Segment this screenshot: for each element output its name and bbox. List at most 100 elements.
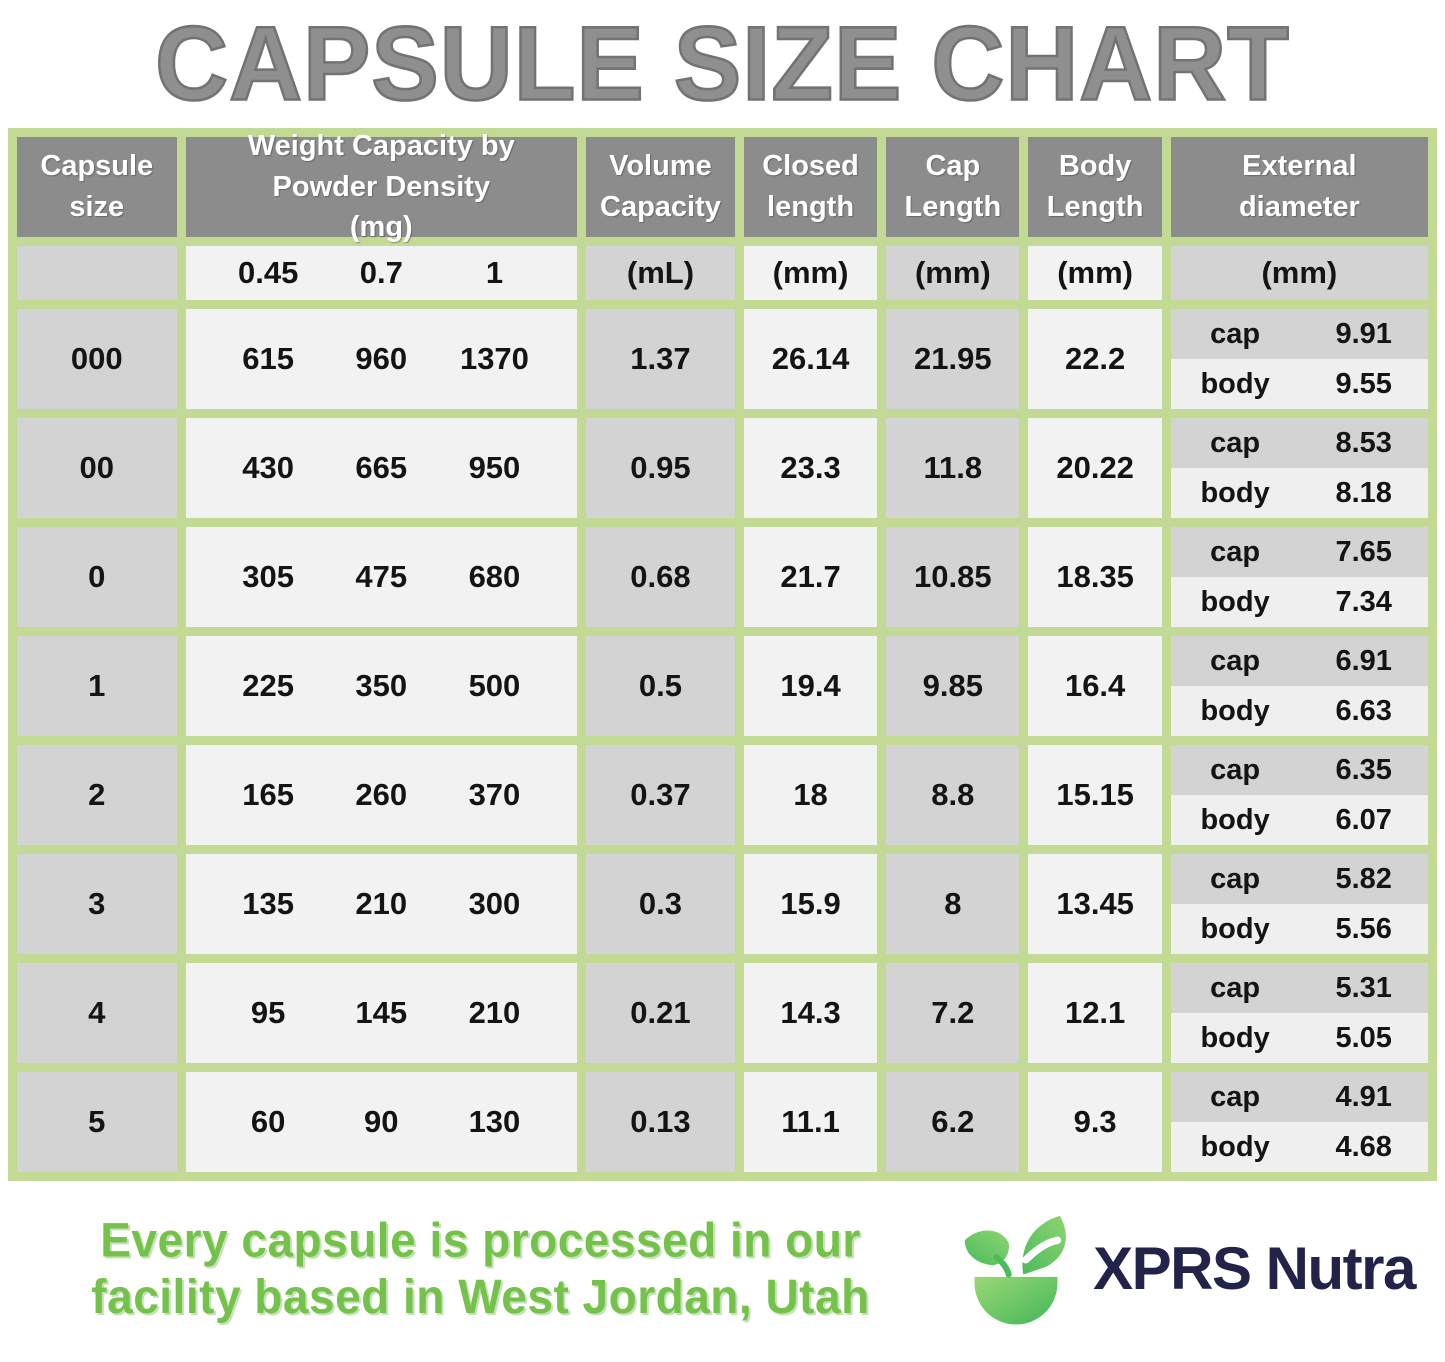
weight-at-0.45: 135 (242, 886, 295, 921)
brand-name: XPRS Nutra (1093, 1235, 1416, 1302)
capsule-size-value: 3 (88, 886, 106, 921)
weight-at-0.7: 665 (355, 450, 408, 485)
closed-length-value: 18 (793, 777, 828, 812)
cell-closed-length: 15.9 (743, 854, 878, 954)
weight-at-0.7: 145 (355, 995, 408, 1030)
cell-closed-length: 21.7 (743, 527, 878, 627)
cell-volume-capacity: 0.37 (586, 745, 735, 845)
cell-closed-length: 14.3 (743, 963, 878, 1063)
ext-body-label: body (1200, 1021, 1270, 1054)
unit-cell-body-length: (mm) (1028, 246, 1162, 300)
cell-volume-capacity: 0.3 (586, 854, 735, 954)
tagline-line-2: facility based in West Jordan, Utah (91, 1269, 870, 1325)
brand-logo: XPRS Nutra (943, 1211, 1427, 1327)
column-header-volume-capacity: Volume Capacity (586, 137, 735, 237)
external-diameter-cap-row: cap 5.82 (1170, 854, 1428, 904)
weight-at-1: 130 (468, 1104, 521, 1139)
external-diameter-cap-row: cap 4.91 (1170, 1072, 1428, 1122)
unit-cell-densities: 0.45 0.7 1 (185, 246, 578, 300)
ext-body-value: 9.55 (1335, 367, 1392, 400)
cell-closed-length: 11.1 (743, 1072, 878, 1172)
ext-body-label: body (1200, 585, 1270, 618)
footer: Every capsule is processed in our facili… (0, 1181, 1445, 1356)
closed-length-value: 21.7 (780, 559, 841, 594)
ext-cap-value: 8.53 (1335, 426, 1392, 459)
cell-body-length: 16.4 (1028, 636, 1162, 736)
cap-length-value: 10.85 (914, 559, 992, 594)
external-diameter-cap-row: cap 8.53 (1170, 418, 1428, 468)
density-0.7: 0.7 (359, 255, 403, 290)
cell-body-length: 20.22 (1028, 418, 1162, 518)
external-diameter-body-row: body 5.05 (1170, 1013, 1428, 1063)
ext-cap-value: 5.31 (1335, 971, 1392, 1004)
ext-body-label: body (1200, 367, 1270, 400)
column-header-weight-capacity: Weight Capacity by Powder Density (mg) (185, 130, 578, 243)
cell-volume-capacity: 0.95 (586, 418, 735, 518)
unit-cell-capsule-size-empty (17, 246, 177, 300)
cell-cap-length: 7.2 (886, 963, 1020, 1063)
cell-weight-capacity: 615 960 1370 (185, 309, 578, 409)
closed-length-value: 11.1 (781, 1104, 840, 1139)
weight-at-1: 680 (468, 559, 521, 594)
cell-weight-capacity: 60 90 130 (185, 1072, 578, 1172)
ext-body-value: 5.05 (1335, 1021, 1392, 1054)
closed-length-value: 15.9 (780, 886, 841, 921)
capsule-size-value: 0 (88, 559, 106, 594)
cell-closed-length: 23.3 (743, 418, 878, 518)
cell-body-length: 18.35 (1028, 527, 1162, 627)
cell-external-diameter: cap 6.35 body 6.07 (1170, 745, 1428, 845)
cell-external-diameter: cap 9.91 body 9.55 (1170, 309, 1428, 409)
ext-cap-label: cap (1210, 971, 1261, 1004)
ext-cap-value: 6.35 (1335, 753, 1392, 786)
cell-external-diameter: cap 4.91 body 4.68 (1170, 1072, 1428, 1172)
external-diameter-cap-row: cap 6.35 (1170, 745, 1428, 795)
ext-body-value: 6.07 (1335, 803, 1392, 836)
ext-cap-label: cap (1210, 862, 1261, 895)
unit-cell-external-diameter: (mm) (1170, 246, 1428, 300)
body-length-value: 12.1 (1064, 995, 1126, 1030)
weight-at-1: 370 (468, 777, 521, 812)
cell-volume-capacity: 0.13 (586, 1072, 735, 1172)
cell-cap-length: 8 (886, 854, 1020, 954)
ext-cap-label: cap (1210, 426, 1261, 459)
body-length-value: 9.3 (1073, 1104, 1117, 1139)
ext-body-label: body (1200, 476, 1270, 509)
density-1: 1 (485, 255, 504, 290)
title-bar: CAPSULE SIZE CHART (0, 0, 1445, 128)
capsule-size-table: Capsule size Weight Capacity by Powder D… (8, 128, 1437, 1181)
ext-body-value: 6.63 (1335, 694, 1392, 727)
weight-at-1: 950 (468, 450, 521, 485)
weight-at-0.45: 430 (242, 450, 295, 485)
weight-at-1: 300 (468, 886, 521, 921)
unit-cell-closed-length: (mm) (743, 246, 878, 300)
density-0.45: 0.45 (237, 255, 299, 290)
external-diameter-cap-row: cap 9.91 (1170, 309, 1428, 359)
cap-length-value: 7.2 (931, 995, 975, 1030)
cell-capsule-size: 0 (17, 527, 177, 627)
page-title: CAPSULE SIZE CHART (154, 4, 1290, 123)
column-header-external-diameter: External diameter (1170, 137, 1428, 237)
weight-at-1: 210 (468, 995, 521, 1030)
unit-cell-cap-length: (mm) (886, 246, 1020, 300)
volume-value: 0.13 (630, 1104, 691, 1139)
volume-value: 0.5 (638, 668, 683, 703)
cell-cap-length: 8.8 (886, 745, 1020, 845)
external-diameter-body-row: body 6.07 (1170, 795, 1428, 845)
column-header-cap-length: Cap Length (886, 137, 1020, 237)
weight-at-0.45: 165 (242, 777, 295, 812)
weight-at-1: 1370 (459, 341, 529, 376)
cell-cap-length: 11.8 (886, 418, 1020, 518)
weight-at-0.7: 960 (355, 341, 408, 376)
ext-cap-label: cap (1210, 1080, 1261, 1113)
cell-body-length: 9.3 (1028, 1072, 1162, 1172)
cell-weight-capacity: 95 145 210 (185, 963, 578, 1063)
cell-capsule-size: 00 (17, 418, 177, 518)
capsule-size-value: 4 (88, 995, 106, 1030)
column-header-capsule-size: Capsule size (17, 137, 177, 237)
cell-volume-capacity: 1.37 (586, 309, 735, 409)
cell-cap-length: 6.2 (886, 1072, 1020, 1172)
cell-capsule-size: 5 (17, 1072, 177, 1172)
closed-length-value: 14.3 (780, 995, 841, 1030)
cell-weight-capacity: 430 665 950 (185, 418, 578, 518)
external-diameter-body-row: body 8.18 (1170, 468, 1428, 518)
